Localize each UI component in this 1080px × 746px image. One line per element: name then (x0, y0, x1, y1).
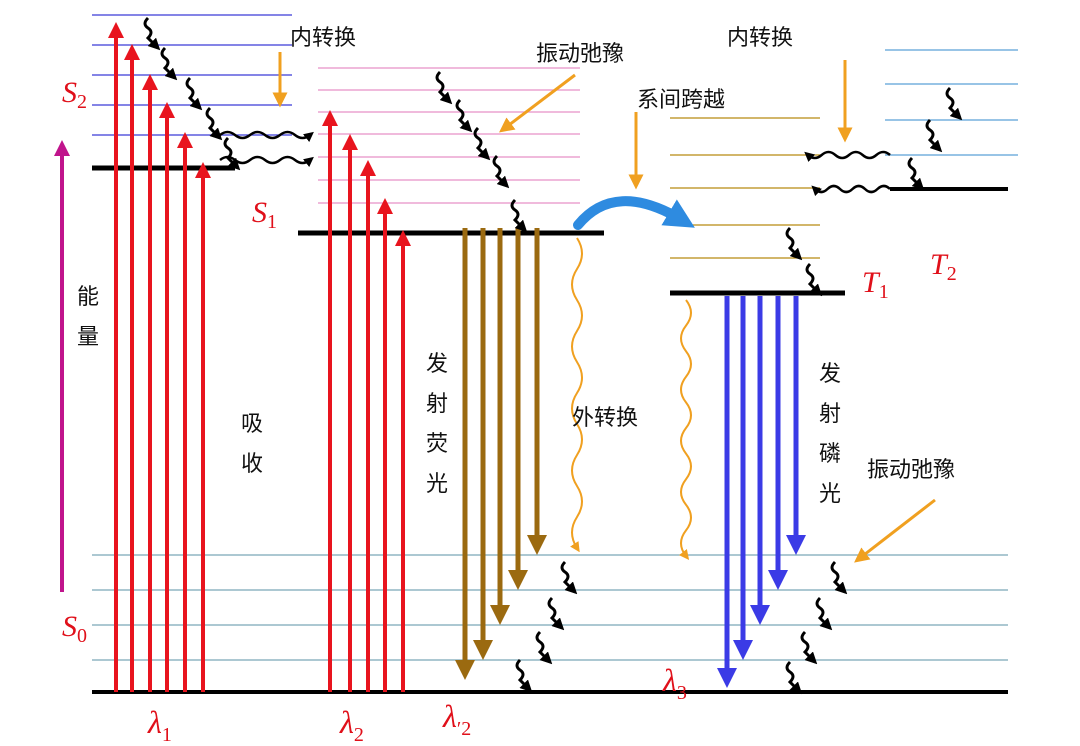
wavelength-lambda1: λ1 (148, 704, 172, 746)
relaxation-squiggle-arrow (785, 660, 803, 695)
relaxation-squiggle-arrow (143, 16, 161, 51)
relaxation-squiggle-arrow (907, 156, 925, 191)
relaxation-squiggle-arrow (223, 136, 241, 171)
state-s1-label: S1 (252, 196, 277, 233)
annotation-arrow (499, 73, 576, 133)
phosphorescence-label: 发射磷光 (818, 362, 841, 507)
internal-conversion-label-right: 内转换 (727, 26, 794, 51)
relaxation-squiggle-arrow (547, 596, 565, 631)
energy-label: 能量 (76, 285, 99, 350)
external-conversion-arrow (570, 237, 583, 553)
internal-conversion-wave-arrow (804, 150, 891, 163)
relaxation-squiggle-arrow (830, 560, 848, 595)
transition-arrows (54, 22, 806, 692)
relaxation-squiggle-arrow (185, 76, 203, 111)
external-conversion-label: 外转换 (572, 406, 639, 431)
relaxation-squiggle-arrow (560, 560, 578, 595)
annotation-arrows (219, 52, 936, 563)
vibrational-relaxation-label-bottom: 振动弛豫 (867, 458, 956, 483)
vibrational-relaxation-label-top: 振动弛豫 (536, 42, 625, 67)
relaxation-squiggle-arrow (435, 70, 453, 105)
relaxation-squiggle-arrow (925, 118, 943, 153)
relaxation-squiggle-arrow (473, 126, 491, 161)
relaxation-squiggle-arrow (510, 198, 528, 233)
relaxation-squiggle-arrow (805, 262, 823, 297)
state-t2-label: T2 (930, 248, 957, 285)
relaxation-squiggle-arrow (160, 46, 178, 81)
annotation-arrow (854, 498, 936, 563)
wavelength-lambda2-prime: λ′2 (443, 698, 472, 740)
wavelength-lambda3: λ3 (663, 662, 687, 704)
vibrational-sublevels (92, 14, 1018, 661)
relaxation-squiggle-arrow (492, 154, 510, 189)
intersystem-crossing-arrow (573, 196, 695, 230)
relaxation-arrows (143, 16, 963, 695)
internal-conversion-wave-arrow (811, 184, 891, 197)
relaxation-squiggle-arrow (205, 106, 223, 141)
state-s0-label: S0 (62, 610, 87, 647)
internal-conversion-wave-arrow (219, 155, 314, 168)
relaxation-squiggle-arrow (800, 630, 818, 665)
electronic-levels (92, 165, 1008, 694)
wavelength-lambda2: λ2 (340, 704, 364, 746)
state-t1-label: T1 (862, 266, 889, 303)
internal-conversion-wave-arrow (219, 130, 314, 143)
external-conversion-arrow (678, 299, 692, 560)
internal-conversion-label-left: 内转换 (290, 26, 357, 51)
fluorescence-label: 发射荧光 (425, 352, 448, 497)
relaxation-squiggle-arrow (535, 630, 553, 665)
relaxation-squiggle-arrow (815, 596, 833, 631)
absorption-label: 吸收 (240, 412, 263, 477)
relaxation-squiggle-arrow (515, 658, 533, 693)
relaxation-squiggle-arrow (455, 98, 473, 133)
relaxation-squiggle-arrow (945, 86, 963, 121)
state-s2-label: S2 (62, 76, 87, 113)
relaxation-squiggle-arrow (785, 226, 803, 261)
intersystem-crossing-label: 系间跨越 (637, 88, 726, 113)
